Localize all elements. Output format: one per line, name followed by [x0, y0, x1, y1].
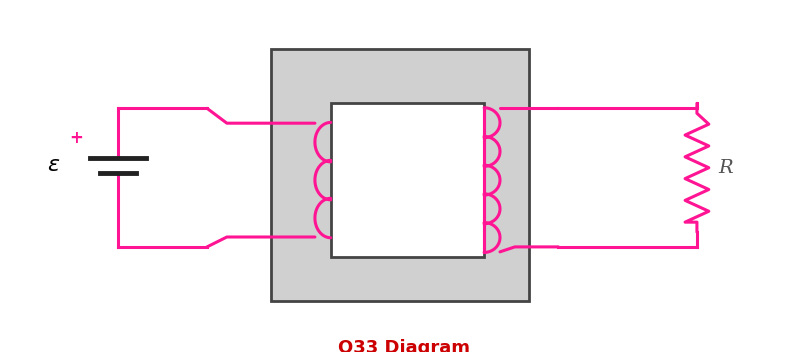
Bar — [271, 49, 529, 301]
Text: +: + — [69, 129, 83, 147]
Text: $\varepsilon$: $\varepsilon$ — [47, 154, 61, 176]
Text: R: R — [719, 159, 734, 177]
Text: Q33 Diagram: Q33 Diagram — [337, 339, 470, 352]
Bar — [331, 103, 484, 257]
